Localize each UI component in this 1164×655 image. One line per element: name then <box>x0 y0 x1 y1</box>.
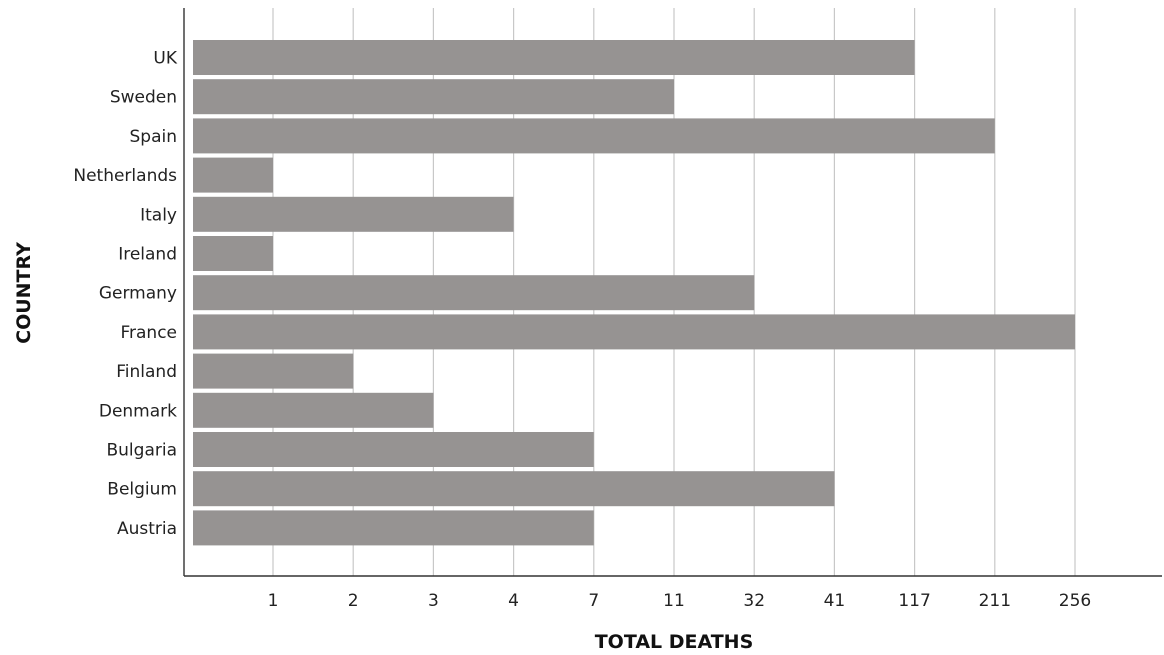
axes <box>183 8 1162 577</box>
x-tick-label: 4 <box>508 591 519 611</box>
bar-belgium <box>193 471 835 507</box>
y-tick-label: Italy <box>140 205 177 225</box>
bar-sweden <box>193 79 674 115</box>
bar-bulgaria <box>193 432 594 467</box>
x-tick-label: 41 <box>824 591 846 611</box>
bar-finland <box>193 353 354 389</box>
y-tick-label: Bulgaria <box>107 441 178 461</box>
bar-uk <box>193 40 915 75</box>
x-tick-label: 211 <box>979 591 1011 611</box>
x-tick-label: 32 <box>743 591 765 611</box>
bar-ireland <box>193 236 273 271</box>
x-axis-title: TOTAL DEATHS <box>595 631 754 653</box>
y-tick-label: Denmark <box>99 401 177 421</box>
y-tick-label: Germany <box>99 284 177 304</box>
bars <box>193 40 1075 546</box>
y-tick-label: Finland <box>116 362 177 382</box>
y-tick-label: Austria <box>117 519 177 539</box>
x-tick-labels: 1 2 3 4 7 11 32 41 117 211 256 <box>268 591 1092 611</box>
bar-austria <box>193 510 594 546</box>
bar-spain <box>193 118 995 154</box>
bar-germany <box>193 275 755 311</box>
y-tick-label: Ireland <box>118 245 177 265</box>
x-tick-label: 7 <box>588 591 599 611</box>
x-tick-label: 1 <box>268 591 279 611</box>
bar-france <box>193 314 1075 350</box>
y-tick-label: Netherlands <box>73 166 177 186</box>
bar-netherlands <box>193 157 273 193</box>
x-tick-label: 3 <box>428 591 439 611</box>
y-tick-label: Sweden <box>110 88 177 108</box>
bar-italy <box>193 196 514 232</box>
y-tick-label: France <box>120 323 177 343</box>
y-tick-label: UK <box>153 49 177 69</box>
x-tick-label: 11 <box>663 591 685 611</box>
x-tick-label: 2 <box>348 591 359 611</box>
y-tick-label: Spain <box>130 127 178 147</box>
bar-denmark <box>193 392 434 428</box>
x-tick-label: 256 <box>1059 591 1091 611</box>
y-tick-labels: UK Sweden Spain Netherlands Italy Ireland Germ… <box>73 49 177 539</box>
y-axis-title: COUNTRY <box>13 242 35 344</box>
x-tick-label: 117 <box>898 591 930 611</box>
y-tick-label: Belgium <box>107 480 177 500</box>
